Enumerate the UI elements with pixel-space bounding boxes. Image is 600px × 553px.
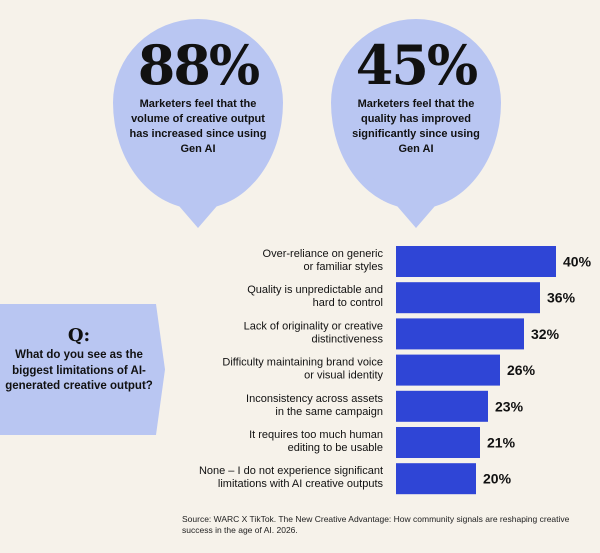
category-label-0-line-1: or familiar styles: [304, 261, 384, 273]
bar-6: [396, 463, 476, 495]
bar-0: [396, 246, 556, 277]
category-label-1-line-1: hard to control: [313, 297, 383, 309]
category-label-2: Lack of originality or creative distincti…: [244, 320, 384, 345]
stat-value-quality: 45%: [355, 33, 478, 97]
category-label-3-line-0: Difficulty maintaining brand voice: [222, 357, 383, 369]
category-label-0: Over-reliance on generic or familiar styl…: [263, 248, 384, 273]
category-label-6-line-1: limitations with AI creative outputs: [218, 478, 384, 490]
category-label-6-line-0: None – I do not experience significant: [199, 465, 383, 477]
stat-caption-quality: Marketers feel that the quality has impr…: [352, 98, 480, 155]
bar-value-label-2: 32%: [531, 326, 560, 342]
bar-value-label-6: 20%: [483, 471, 512, 487]
category-label-5-line-0: It requires too much human: [249, 429, 383, 441]
question-box: [0, 304, 165, 435]
question-text: What do you see as the biggest limitatio…: [5, 349, 153, 392]
question-label: Q:: [67, 325, 91, 346]
category-label-2-line-0: Lack of originality or creative: [244, 320, 383, 332]
bar-value-label-4: 23%: [495, 398, 524, 414]
category-label-0-line-0: Over-reliance on generic: [263, 248, 384, 260]
category-label-3: Difficulty maintaining brand voice or vis…: [222, 357, 383, 382]
source-note: Source: WARC X TikTok. The New Creative …: [182, 514, 570, 535]
category-label-4: Inconsistency across assets in the same c…: [246, 393, 383, 418]
bar-1: [396, 282, 540, 314]
category-label-5-line-1: editing to be usable: [288, 442, 383, 454]
bar-value-label-0: 40%: [563, 254, 592, 270]
category-label-4-line-0: Inconsistency across assets: [246, 393, 383, 405]
category-label-6: None – I do not experience significant li…: [199, 465, 384, 490]
category-label-1-line-0: Quality is unpredictable and: [247, 284, 383, 296]
bar-value-label-5: 21%: [487, 435, 516, 451]
bar-value-label-3: 26%: [507, 362, 536, 378]
stat-bubble-volume-tip: [148, 170, 248, 228]
bar-5: [396, 427, 480, 458]
stat-bubble-quality-tip: [366, 170, 466, 228]
stat-caption-volume: Marketers feel that the volume of creati…: [129, 98, 267, 155]
bar-2: [396, 318, 524, 350]
stat-value-volume: 88%: [137, 33, 260, 97]
bar-value-label-1: 36%: [547, 290, 576, 306]
bar-3: [396, 354, 500, 386]
category-label-2-line-1: distinctiveness: [311, 333, 383, 345]
category-label-1: Quality is unpredictable and hard to cont…: [247, 284, 383, 309]
category-label-5: It requires too much human editing to be …: [249, 429, 383, 454]
category-label-4-line-1: in the same campaign: [275, 406, 383, 418]
bar-4: [396, 390, 488, 422]
category-label-3-line-1: or visual identity: [304, 370, 383, 382]
